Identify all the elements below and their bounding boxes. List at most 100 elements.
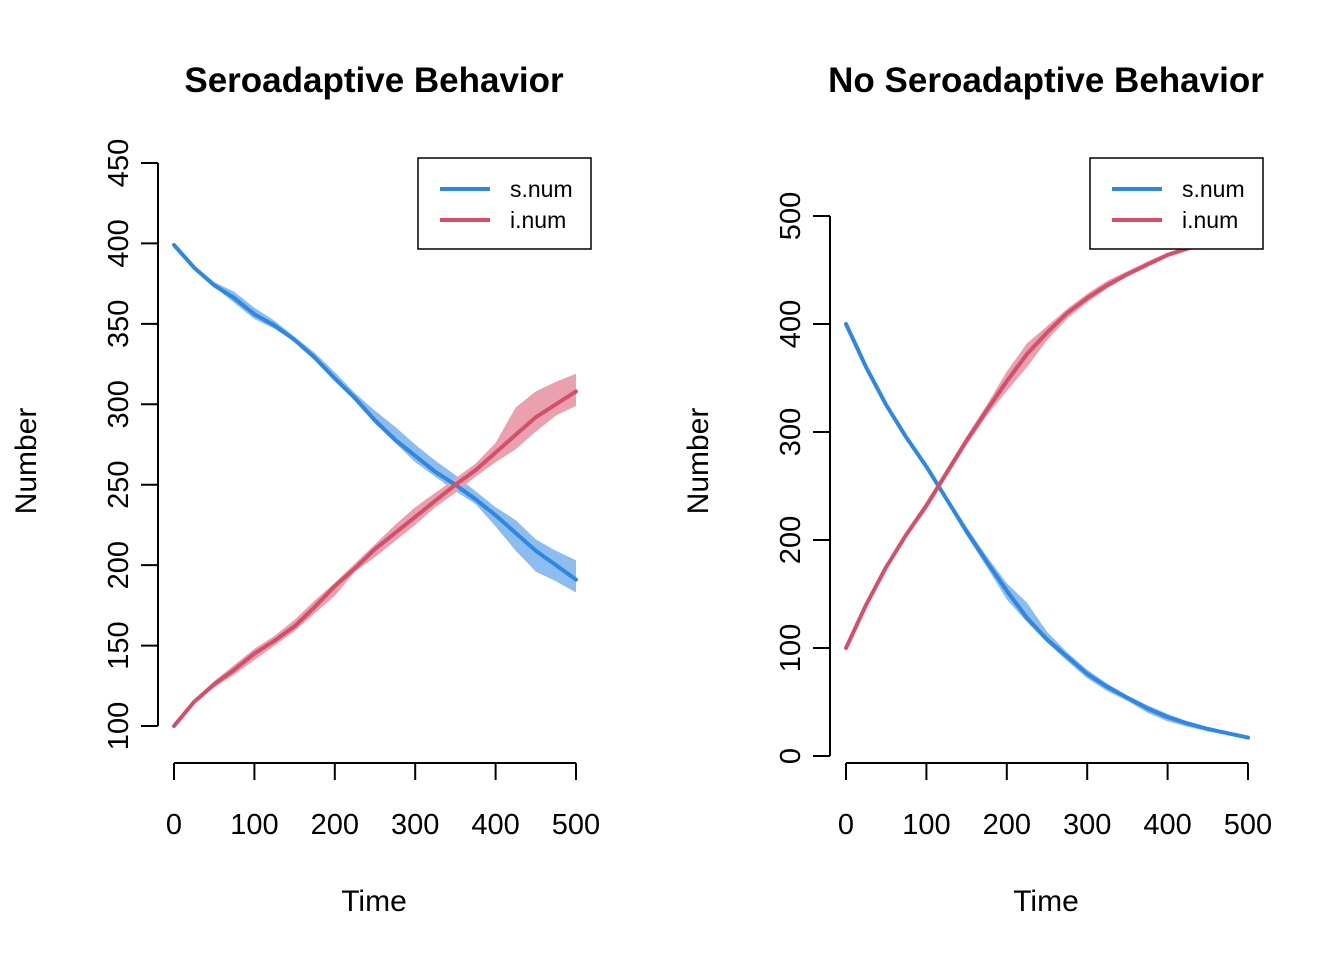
data-point — [293, 625, 296, 628]
series-line — [844, 232, 1250, 650]
data-point — [474, 469, 477, 472]
data-point — [865, 604, 867, 606]
data-point — [925, 504, 928, 507]
data-point — [494, 451, 497, 454]
plot-area — [172, 243, 578, 728]
y-axis: 100 150 200 250 300 350 400 450 — [103, 139, 159, 750]
data-point — [414, 516, 417, 518]
data-point — [1066, 312, 1068, 315]
x-tick-label: 200 — [311, 809, 359, 841]
data-point — [1227, 732, 1229, 735]
band-s-num — [846, 324, 1248, 738]
y-tick-label: 300 — [775, 408, 807, 456]
data-point — [1046, 331, 1048, 334]
data-point — [354, 397, 356, 399]
chart-title: No Seroadaptive Behavior — [828, 61, 1264, 100]
data-point — [213, 284, 215, 287]
legend: s.num i.num — [417, 157, 592, 250]
data-point — [535, 549, 537, 552]
data-point — [575, 578, 577, 581]
y-tick-label: 400 — [775, 300, 807, 348]
data-point — [1026, 353, 1028, 356]
data-point — [945, 472, 948, 474]
data-point — [1006, 380, 1008, 383]
panel-no-seroadaptive: No Seroadaptive Behavior Time Number 0 10… — [682, 61, 1272, 918]
data-point — [273, 324, 276, 327]
data-point — [233, 668, 236, 671]
data-point — [514, 434, 517, 436]
data-point — [925, 465, 928, 468]
series-i-num — [844, 232, 1250, 650]
legend-box — [417, 157, 592, 250]
y-tick-label: 200 — [103, 541, 135, 589]
x-tick-label: 0 — [838, 809, 854, 841]
x-tick-label: 400 — [1143, 809, 1191, 841]
data-point — [965, 530, 968, 533]
x-tick-label: 500 — [1224, 809, 1272, 841]
y-tick-label: 200 — [775, 516, 807, 564]
data-point — [1166, 254, 1169, 256]
data-point — [173, 244, 175, 246]
x-axis: 0 100 200 300 400 500 — [838, 762, 1272, 841]
data-point — [845, 647, 847, 649]
y-tick-label: 150 — [103, 621, 135, 669]
data-point — [414, 455, 417, 457]
data-point — [1126, 696, 1129, 699]
data-point — [374, 419, 376, 422]
legend-box — [1089, 157, 1264, 250]
data-point — [985, 560, 988, 563]
data-point — [334, 585, 336, 587]
y-tick-label: 400 — [103, 219, 135, 267]
y-axis-label: Number — [10, 408, 43, 515]
y-tick-label: 350 — [103, 300, 135, 348]
y-tick-label: 450 — [103, 139, 135, 187]
data-point — [575, 390, 577, 393]
data-point — [193, 701, 195, 703]
legend-label: s.num — [510, 176, 573, 202]
data-point — [1026, 617, 1028, 619]
x-tick-label: 100 — [902, 809, 950, 841]
x-tick-label: 300 — [1063, 809, 1111, 841]
data-point — [985, 409, 988, 412]
data-point — [1106, 686, 1109, 688]
legend-label: s.num — [1182, 176, 1245, 202]
x-tick-label: 200 — [983, 809, 1031, 841]
data-point — [1186, 722, 1189, 725]
data-point — [273, 639, 276, 642]
data-point — [1066, 655, 1068, 658]
x-tick-label: 0 — [166, 809, 182, 841]
data-point — [1146, 707, 1149, 710]
data-point — [474, 498, 477, 501]
data-point — [394, 438, 396, 441]
y-tick-label: 300 — [103, 380, 135, 428]
legend-label: i.num — [510, 207, 566, 233]
panel-seroadaptive: Seroadaptive Behavior Time Number 0 100 20… — [10, 61, 600, 918]
y-tick-label: 100 — [103, 702, 135, 750]
data-point — [1166, 716, 1169, 718]
data-point — [1126, 273, 1129, 276]
data-point — [1086, 297, 1088, 299]
data-point — [334, 377, 336, 380]
legend: s.num i.num — [1089, 157, 1264, 250]
data-point — [535, 416, 537, 419]
legend-label: i.num — [1182, 207, 1238, 233]
y-tick-label: 500 — [775, 192, 807, 240]
plot-area — [844, 232, 1250, 740]
data-point — [555, 564, 557, 566]
data-point — [434, 471, 437, 473]
data-point — [454, 483, 457, 486]
data-point — [394, 532, 396, 534]
x-tick-label: 400 — [471, 809, 519, 841]
series-s-num — [844, 322, 1250, 740]
data-point — [354, 567, 356, 570]
data-point — [1106, 284, 1109, 286]
data-point — [514, 532, 517, 534]
data-point — [905, 436, 908, 439]
series-s-num — [172, 243, 578, 582]
data-point — [213, 683, 215, 685]
y-axis: 0 100 200 300 400 500 — [775, 192, 831, 764]
data-point — [885, 404, 887, 406]
x-axis-label: Time — [1013, 885, 1079, 918]
data-point — [1086, 673, 1088, 675]
